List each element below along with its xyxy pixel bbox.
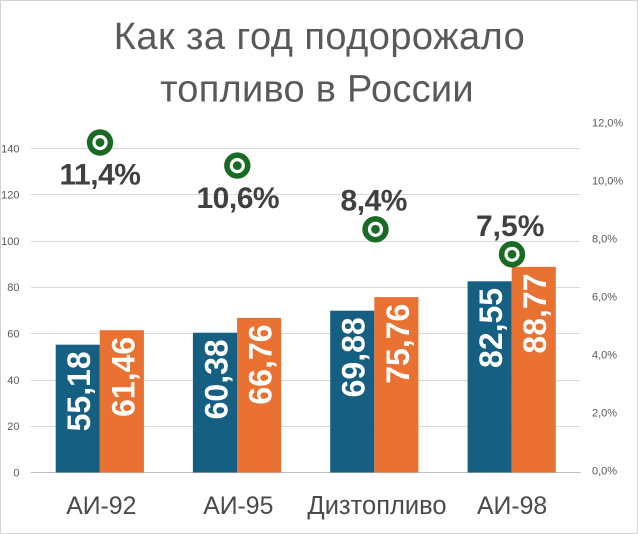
- svg-text:60: 60: [7, 329, 19, 341]
- svg-text:40: 40: [7, 375, 19, 387]
- svg-text:120: 120: [1, 190, 19, 202]
- svg-text:88,77: 88,77: [517, 274, 553, 354]
- svg-text:82,55: 82,55: [473, 288, 509, 368]
- svg-text:66,76: 66,76: [242, 325, 278, 405]
- svg-text:12,0%: 12,0%: [592, 118, 623, 130]
- svg-text:7,5%: 7,5%: [476, 210, 544, 243]
- svg-text:АИ-92: АИ-92: [66, 493, 136, 520]
- svg-text:4,0%: 4,0%: [592, 350, 617, 362]
- svg-text:75,76: 75,76: [380, 304, 416, 384]
- svg-text:АИ-98: АИ-98: [477, 493, 547, 520]
- svg-text:6,0%: 6,0%: [592, 292, 617, 304]
- svg-text:Как за год подорожало: Как за год подорожало: [114, 16, 525, 58]
- svg-text:Дизтопливо: Дизтопливо: [307, 492, 446, 520]
- svg-text:0: 0: [13, 468, 19, 480]
- svg-text:60,38: 60,38: [198, 339, 234, 419]
- svg-text:топливо в России: топливо в России: [160, 68, 474, 110]
- svg-text:8,4%: 8,4%: [341, 184, 407, 217]
- svg-text:АИ-95: АИ-95: [203, 493, 273, 520]
- svg-text:55,18: 55,18: [61, 351, 97, 431]
- svg-text:100: 100: [1, 236, 19, 248]
- svg-text:140: 140: [1, 143, 19, 155]
- svg-text:2,0%: 2,0%: [592, 408, 617, 420]
- svg-text:8,0%: 8,0%: [592, 234, 617, 246]
- svg-text:10,6%: 10,6%: [197, 182, 280, 215]
- svg-text:11,4%: 11,4%: [60, 158, 141, 191]
- svg-text:20: 20: [7, 421, 19, 433]
- svg-text:0,0%: 0,0%: [592, 466, 617, 478]
- svg-text:69,88: 69,88: [336, 317, 372, 397]
- svg-text:80: 80: [7, 282, 19, 294]
- svg-text:10,0%: 10,0%: [592, 176, 623, 188]
- svg-text:61,46: 61,46: [105, 337, 141, 417]
